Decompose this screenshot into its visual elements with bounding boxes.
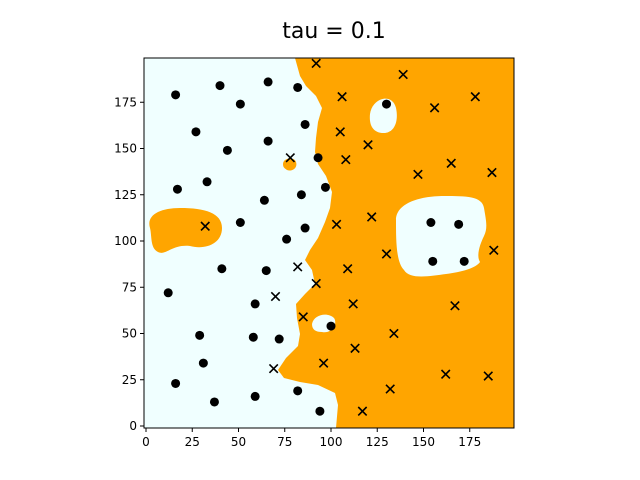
point-cross [413, 169, 423, 180]
point-cross [357, 406, 368, 416]
y-tick-label: 50 [122, 327, 137, 341]
point-cross [342, 263, 353, 274]
point-cross [366, 212, 377, 222]
plot-frame [143, 57, 515, 429]
x-tick-label: 125 [366, 435, 389, 449]
point-cross [483, 371, 494, 381]
point-cross [348, 299, 358, 309]
point-cross [335, 127, 346, 137]
point-cross [311, 278, 321, 289]
point-circle [315, 406, 325, 416]
point-cross [446, 158, 457, 169]
point-circle [235, 99, 245, 109]
point-cross [440, 369, 451, 379]
decision-hole-upper [369, 98, 397, 134]
point-cross [489, 245, 499, 256]
point-circle [282, 234, 292, 244]
point-cross [337, 91, 347, 102]
point-circle [171, 378, 181, 388]
y-tick-label: 25 [122, 373, 137, 387]
point-circle [235, 218, 245, 227]
point-circle [191, 127, 201, 137]
point-cross [429, 103, 440, 113]
point-circle [313, 153, 323, 163]
point-cross [470, 91, 481, 102]
point-cross [363, 140, 373, 150]
point-cross [292, 262, 303, 272]
markers [163, 58, 499, 416]
point-cross [331, 219, 342, 230]
point-circle [202, 177, 212, 187]
x-tick-label: 50 [231, 435, 246, 449]
point-circle [198, 358, 208, 368]
point-cross [285, 152, 296, 163]
y-tick-label: 150 [114, 142, 137, 156]
point-circle [250, 299, 260, 309]
point-circle [209, 397, 219, 407]
point-circle [259, 195, 269, 205]
point-cross [341, 154, 351, 165]
point-cross [385, 384, 395, 394]
x-tick-label: 175 [458, 435, 481, 449]
y-tick-label: 75 [122, 280, 137, 294]
point-circle [274, 334, 284, 344]
point-cross [298, 312, 309, 322]
point-cross [350, 343, 360, 354]
point-circle [320, 182, 330, 192]
point-circle [172, 184, 182, 194]
point-cross [487, 167, 497, 178]
point-circle [250, 391, 260, 401]
point-cross [381, 249, 392, 259]
point-circle [215, 81, 225, 91]
decision-region [149, 58, 514, 428]
decision-region-main [278, 58, 514, 428]
point-circle [300, 223, 310, 233]
point-circle [454, 219, 464, 229]
y-tick-label: 100 [114, 234, 137, 248]
point-cross [450, 300, 460, 311]
point-cross [200, 221, 210, 231]
point-cross [398, 69, 408, 80]
x-tick-label: 75 [277, 435, 292, 449]
decision-hole-right [396, 196, 487, 277]
point-circle [261, 266, 271, 276]
point-circle [293, 386, 303, 396]
decision-region-left-island [149, 208, 222, 253]
point-circle [293, 82, 303, 92]
x-tick-label: 100 [320, 435, 343, 449]
y-tick-label: 0 [129, 419, 137, 433]
point-circle [263, 77, 273, 87]
point-circle [263, 136, 273, 146]
point-circle [217, 264, 227, 274]
point-cross [270, 291, 281, 302]
point-cross [268, 363, 279, 374]
plot-area [143, 57, 515, 429]
point-circle [296, 190, 306, 200]
x-tick-label: 150 [412, 435, 435, 449]
x-tick-label: 0 [142, 435, 150, 449]
point-circle [248, 332, 258, 342]
point-circle [428, 256, 438, 266]
point-cross [311, 58, 321, 69]
y-tick-label: 175 [114, 95, 137, 109]
x-axis: 0 25 50 75 100 125 150 175 [142, 428, 481, 449]
point-circle [163, 288, 173, 298]
point-circle [195, 330, 205, 340]
point-circle [222, 145, 232, 155]
point-circle [300, 119, 310, 129]
point-circle [326, 321, 336, 331]
point-circle [382, 99, 391, 109]
point-circle [426, 218, 436, 227]
point-cross [389, 328, 399, 339]
point-circle [171, 90, 181, 100]
point-circle [459, 256, 469, 266]
x-tick-label: 25 [185, 435, 200, 449]
point-cross [318, 358, 329, 368]
chart-title: tau = 0.1 [282, 19, 385, 44]
y-tick-label: 125 [114, 188, 137, 202]
y-axis: 0 25 50 75 100 125 150 175 [114, 95, 144, 433]
